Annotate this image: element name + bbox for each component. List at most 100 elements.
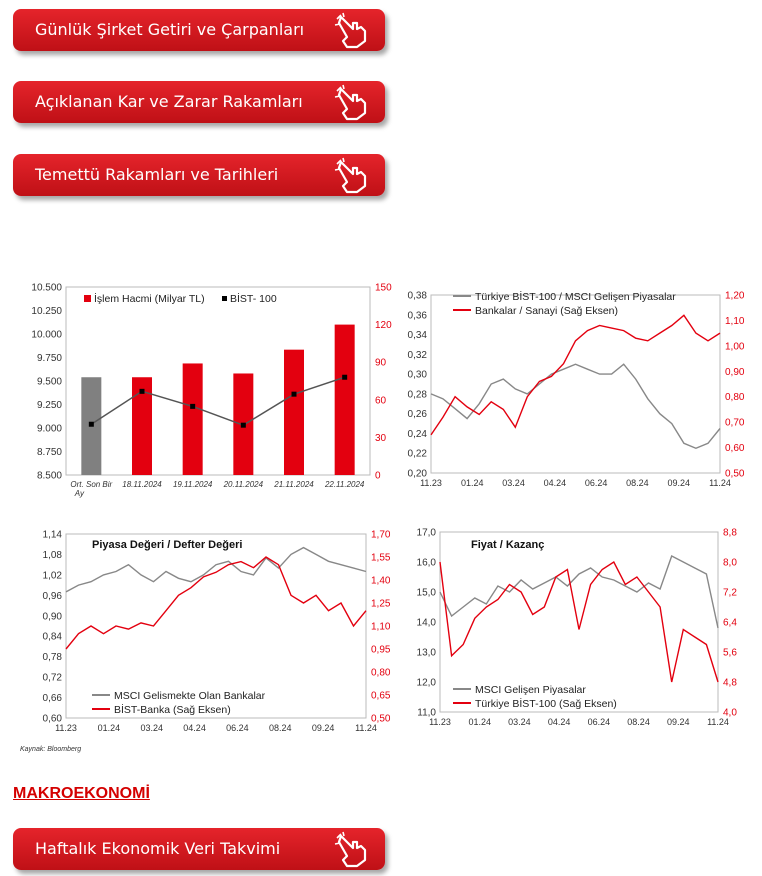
y-tick-label-right: 4,0 — [723, 708, 737, 719]
legend-label: Bankalar / Sanayi (Sağ Eksen) — [475, 305, 618, 317]
legend-label: Türkiye BİST-100 (Sağ Eksen) — [475, 697, 617, 710]
pointing-hand-icon — [334, 12, 367, 49]
bist100-marker — [190, 403, 196, 409]
y-tick-label-left: 0,24 — [408, 429, 428, 440]
x-tick-label: 06.24 — [585, 478, 608, 488]
x-tick-label: 11.24 — [355, 723, 377, 733]
x-tick-label: 04.24 — [183, 723, 206, 733]
y-tick-label-right: 4,8 — [723, 678, 737, 689]
pointing-hand-icon — [334, 157, 367, 194]
x-tick-label: 01.24 — [468, 717, 491, 727]
x-tick-label: 11.23 — [429, 717, 451, 727]
legend-swatch — [222, 296, 227, 301]
button-haftalik-ekonomik-veri[interactable]: Haftalık Ekonomik Veri Takvimi — [13, 828, 385, 870]
plot-frame — [430, 294, 721, 474]
x-tick-label: 08.24 — [627, 717, 650, 727]
bist100-line — [90, 376, 345, 427]
y-tick-label-left: 0,66 — [43, 693, 63, 704]
button-label: Açıklanan Kar ve Zarar Rakamları — [35, 92, 303, 111]
y-tick-label-left: 1,02 — [43, 570, 63, 581]
button-aciklanan-kar-zarar[interactable]: Açıklanan Kar ve Zarar Rakamları — [13, 81, 385, 123]
y-tick-label-right: 8,8 — [723, 528, 737, 539]
y-tick-label-right: 1,70 — [371, 530, 391, 541]
legend-label: BİST-Banka (Sağ Eksen) — [114, 703, 231, 716]
x-tick-label: 20.11.2024 — [223, 480, 264, 489]
bist100-marker — [88, 421, 94, 427]
x-tick-label: 03.24 — [502, 478, 525, 488]
y-tick-label-left: 8.750 — [37, 447, 62, 458]
y-tick-label-left: 0,26 — [408, 409, 428, 420]
y-tick-label-right: 1,40 — [371, 576, 391, 587]
y-tick-label-right: 120 — [375, 320, 392, 331]
y-tick-label-left: 9.500 — [37, 377, 62, 388]
series-line-red — [65, 556, 367, 650]
y-tick-label-left: 8.500 — [37, 471, 62, 482]
pb-ratio-chart: 1,14 1,08 1,02 0,96 0,90 0,84 0,78 0,72 0,66 0,60… — [43, 530, 391, 734]
plot-frame — [65, 286, 371, 476]
x-tick-label: 18.11.2024 — [122, 480, 162, 489]
y-tick-label-left: 11,0 — [417, 708, 436, 719]
x-tick-label: 11.24 — [707, 717, 729, 727]
y-tick-label-left: 0,22 — [408, 449, 428, 460]
y-tick-label-left: 0,84 — [43, 632, 63, 643]
y-tick-label-right: 0 — [375, 471, 381, 482]
section-title-makroekonomi[interactable]: MAKROEKONOMİ — [13, 785, 150, 802]
bist100-marker — [139, 388, 145, 394]
button-label: Günlük Şirket Getiri ve Çarpanları — [35, 20, 305, 39]
button-temettu-rakamlari[interactable]: Temettü Rakamları ve Tarihleri — [13, 154, 385, 196]
y-tick-label-right: 0,65 — [371, 691, 391, 702]
x-tick-label: 04.24 — [544, 478, 567, 488]
y-tick-label-right: 1,20 — [725, 291, 745, 302]
chart-title: Piyasa Değeri / Defter Değeri — [92, 539, 242, 551]
y-tick-label-left: 0,30 — [408, 370, 428, 381]
bar — [334, 324, 355, 475]
y-tick-label-right: 0,80 — [371, 668, 391, 679]
y-tick-label-right: 1,25 — [371, 599, 391, 610]
x-tick-label: 04.24 — [548, 717, 571, 727]
y-tick-label-right: 6,4 — [723, 618, 737, 629]
x-tick-label: 08.24 — [626, 478, 649, 488]
y-tick-label-left: 0,90 — [43, 611, 63, 622]
pointing-hand-icon — [334, 84, 367, 121]
x-tick-label: 09.24 — [667, 478, 690, 488]
series-line-gray — [430, 363, 721, 450]
y-tick-label-left: 14,0 — [417, 618, 437, 629]
y-tick-label-right: 1,00 — [725, 341, 745, 352]
y-tick-label-left: 12,0 — [417, 678, 437, 689]
button-label: Haftalık Ekonomik Veri Takvimi — [35, 839, 281, 858]
legend-label: Türkiye BİST-100 / MSCI Gelişen Piyasala… — [475, 290, 676, 303]
y-tick-label-left: 15,0 — [417, 588, 437, 599]
x-tick-label: 06.24 — [226, 723, 249, 733]
y-tick-label-right: 60 — [375, 395, 387, 406]
y-tick-label-left: 0,72 — [43, 673, 63, 684]
legend-label: MSCI Gelişen Piyasalar — [475, 684, 586, 696]
y-tick-label-left: 1,14 — [43, 530, 63, 541]
y-tick-label-right: 0,90 — [725, 367, 745, 378]
x-tick-label: Ay — [74, 489, 85, 498]
pe-ratio-chart: 17,0 16,0 15,0 14,0 13,0 12,0 11,0 8,8 8,0 7,2 6,4… — [417, 528, 738, 728]
button-gunluk-sirket-getiri[interactable]: Günlük Şirket Getiri ve Çarpanları — [13, 9, 385, 51]
x-tick-label: 11.23 — [55, 723, 77, 733]
y-tick-label-left: 0,60 — [43, 714, 63, 725]
y-tick-label-right: 8,0 — [723, 558, 737, 569]
y-tick-label-right: 0,95 — [371, 645, 391, 656]
series-line-red — [430, 314, 721, 436]
x-tick-label: 01.24 — [98, 723, 121, 733]
y-tick-label-left: 10.250 — [31, 306, 62, 317]
y-tick-label-right: 0,80 — [725, 392, 745, 403]
x-tick-label: 09.24 — [312, 723, 335, 733]
y-tick-label-right: 0,60 — [725, 443, 745, 454]
bar — [132, 377, 152, 475]
x-tick-label: Ort. Son Bir — [70, 480, 112, 489]
y-tick-label-right: 30 — [375, 433, 387, 444]
y-tick-label-left: 17,0 — [417, 528, 437, 539]
bar — [182, 363, 203, 475]
y-tick-label-left: 9.750 — [37, 353, 62, 364]
pointing-hand-icon — [334, 831, 367, 868]
y-tick-label-right: 7,2 — [723, 588, 737, 599]
bar — [284, 349, 304, 475]
y-tick-label-right: 1,55 — [371, 553, 391, 564]
y-tick-label-left: 10.000 — [31, 330, 62, 341]
bist100-marker — [291, 391, 297, 397]
y-tick-label-left: 0,96 — [43, 591, 63, 602]
